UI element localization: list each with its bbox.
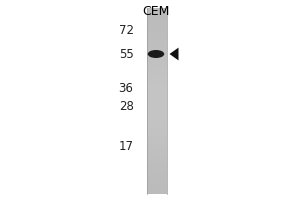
- Bar: [147, 157, 167, 159]
- Bar: [147, 136, 167, 138]
- Bar: [147, 101, 167, 103]
- Bar: [147, 192, 167, 194]
- Bar: [147, 150, 167, 152]
- Bar: [147, 173, 167, 175]
- Bar: [147, 187, 167, 189]
- Bar: [147, 48, 167, 50]
- Bar: [147, 175, 167, 178]
- Bar: [147, 103, 167, 106]
- Bar: [147, 15, 167, 17]
- Bar: [147, 154, 167, 157]
- Bar: [147, 78, 167, 80]
- Bar: [147, 54, 167, 57]
- Bar: [147, 52, 167, 54]
- Bar: [147, 168, 167, 171]
- Text: 36: 36: [118, 82, 134, 96]
- Bar: [147, 106, 167, 108]
- Bar: [147, 13, 167, 15]
- Bar: [147, 148, 167, 150]
- Bar: [147, 166, 167, 168]
- Bar: [147, 171, 167, 173]
- Bar: [147, 59, 167, 61]
- Bar: [147, 189, 167, 192]
- Bar: [147, 68, 167, 71]
- Text: CEM: CEM: [142, 5, 170, 18]
- Bar: [147, 29, 167, 31]
- Bar: [147, 138, 167, 141]
- Bar: [147, 145, 167, 148]
- Bar: [147, 61, 167, 64]
- Text: 72: 72: [118, 24, 134, 38]
- Bar: [147, 182, 167, 185]
- Bar: [147, 10, 167, 13]
- Bar: [147, 80, 167, 82]
- Bar: [147, 120, 167, 122]
- Bar: [147, 43, 167, 45]
- Bar: [147, 87, 167, 89]
- Text: 28: 28: [118, 100, 134, 114]
- Bar: [147, 124, 167, 127]
- Bar: [147, 85, 167, 87]
- Bar: [147, 108, 167, 110]
- Bar: [147, 57, 167, 59]
- Bar: [147, 143, 167, 145]
- Text: 55: 55: [119, 47, 134, 60]
- Bar: [147, 31, 167, 34]
- Polygon shape: [169, 48, 178, 60]
- Bar: [147, 82, 167, 85]
- Bar: [147, 159, 167, 161]
- Bar: [147, 17, 167, 20]
- Bar: [147, 141, 167, 143]
- Bar: [147, 71, 167, 73]
- Bar: [147, 41, 167, 43]
- Bar: [147, 34, 167, 36]
- Bar: [147, 185, 167, 187]
- Bar: [147, 45, 167, 48]
- Bar: [147, 24, 167, 27]
- Bar: [147, 94, 167, 96]
- Text: 17: 17: [118, 140, 134, 152]
- Bar: [147, 96, 167, 99]
- Bar: [147, 113, 167, 115]
- Bar: [147, 92, 167, 94]
- Bar: [147, 8, 167, 10]
- Bar: [147, 127, 167, 129]
- Bar: [147, 117, 167, 120]
- Bar: [147, 50, 167, 52]
- Bar: [147, 89, 167, 92]
- Bar: [147, 64, 167, 66]
- Ellipse shape: [148, 50, 164, 58]
- Bar: [147, 99, 167, 101]
- Bar: [147, 73, 167, 75]
- Bar: [147, 129, 167, 131]
- Bar: [147, 131, 167, 134]
- Bar: [147, 38, 167, 41]
- Bar: [147, 122, 167, 124]
- Bar: [147, 110, 167, 113]
- Bar: [147, 134, 167, 136]
- Bar: [147, 66, 167, 68]
- Bar: [147, 22, 167, 24]
- Bar: [147, 75, 167, 78]
- Bar: [147, 180, 167, 182]
- Bar: [147, 36, 167, 38]
- Bar: [147, 178, 167, 180]
- Bar: [147, 20, 167, 22]
- Bar: [147, 164, 167, 166]
- Bar: [147, 161, 167, 164]
- Bar: [147, 27, 167, 29]
- Bar: [147, 152, 167, 154]
- Bar: [147, 115, 167, 117]
